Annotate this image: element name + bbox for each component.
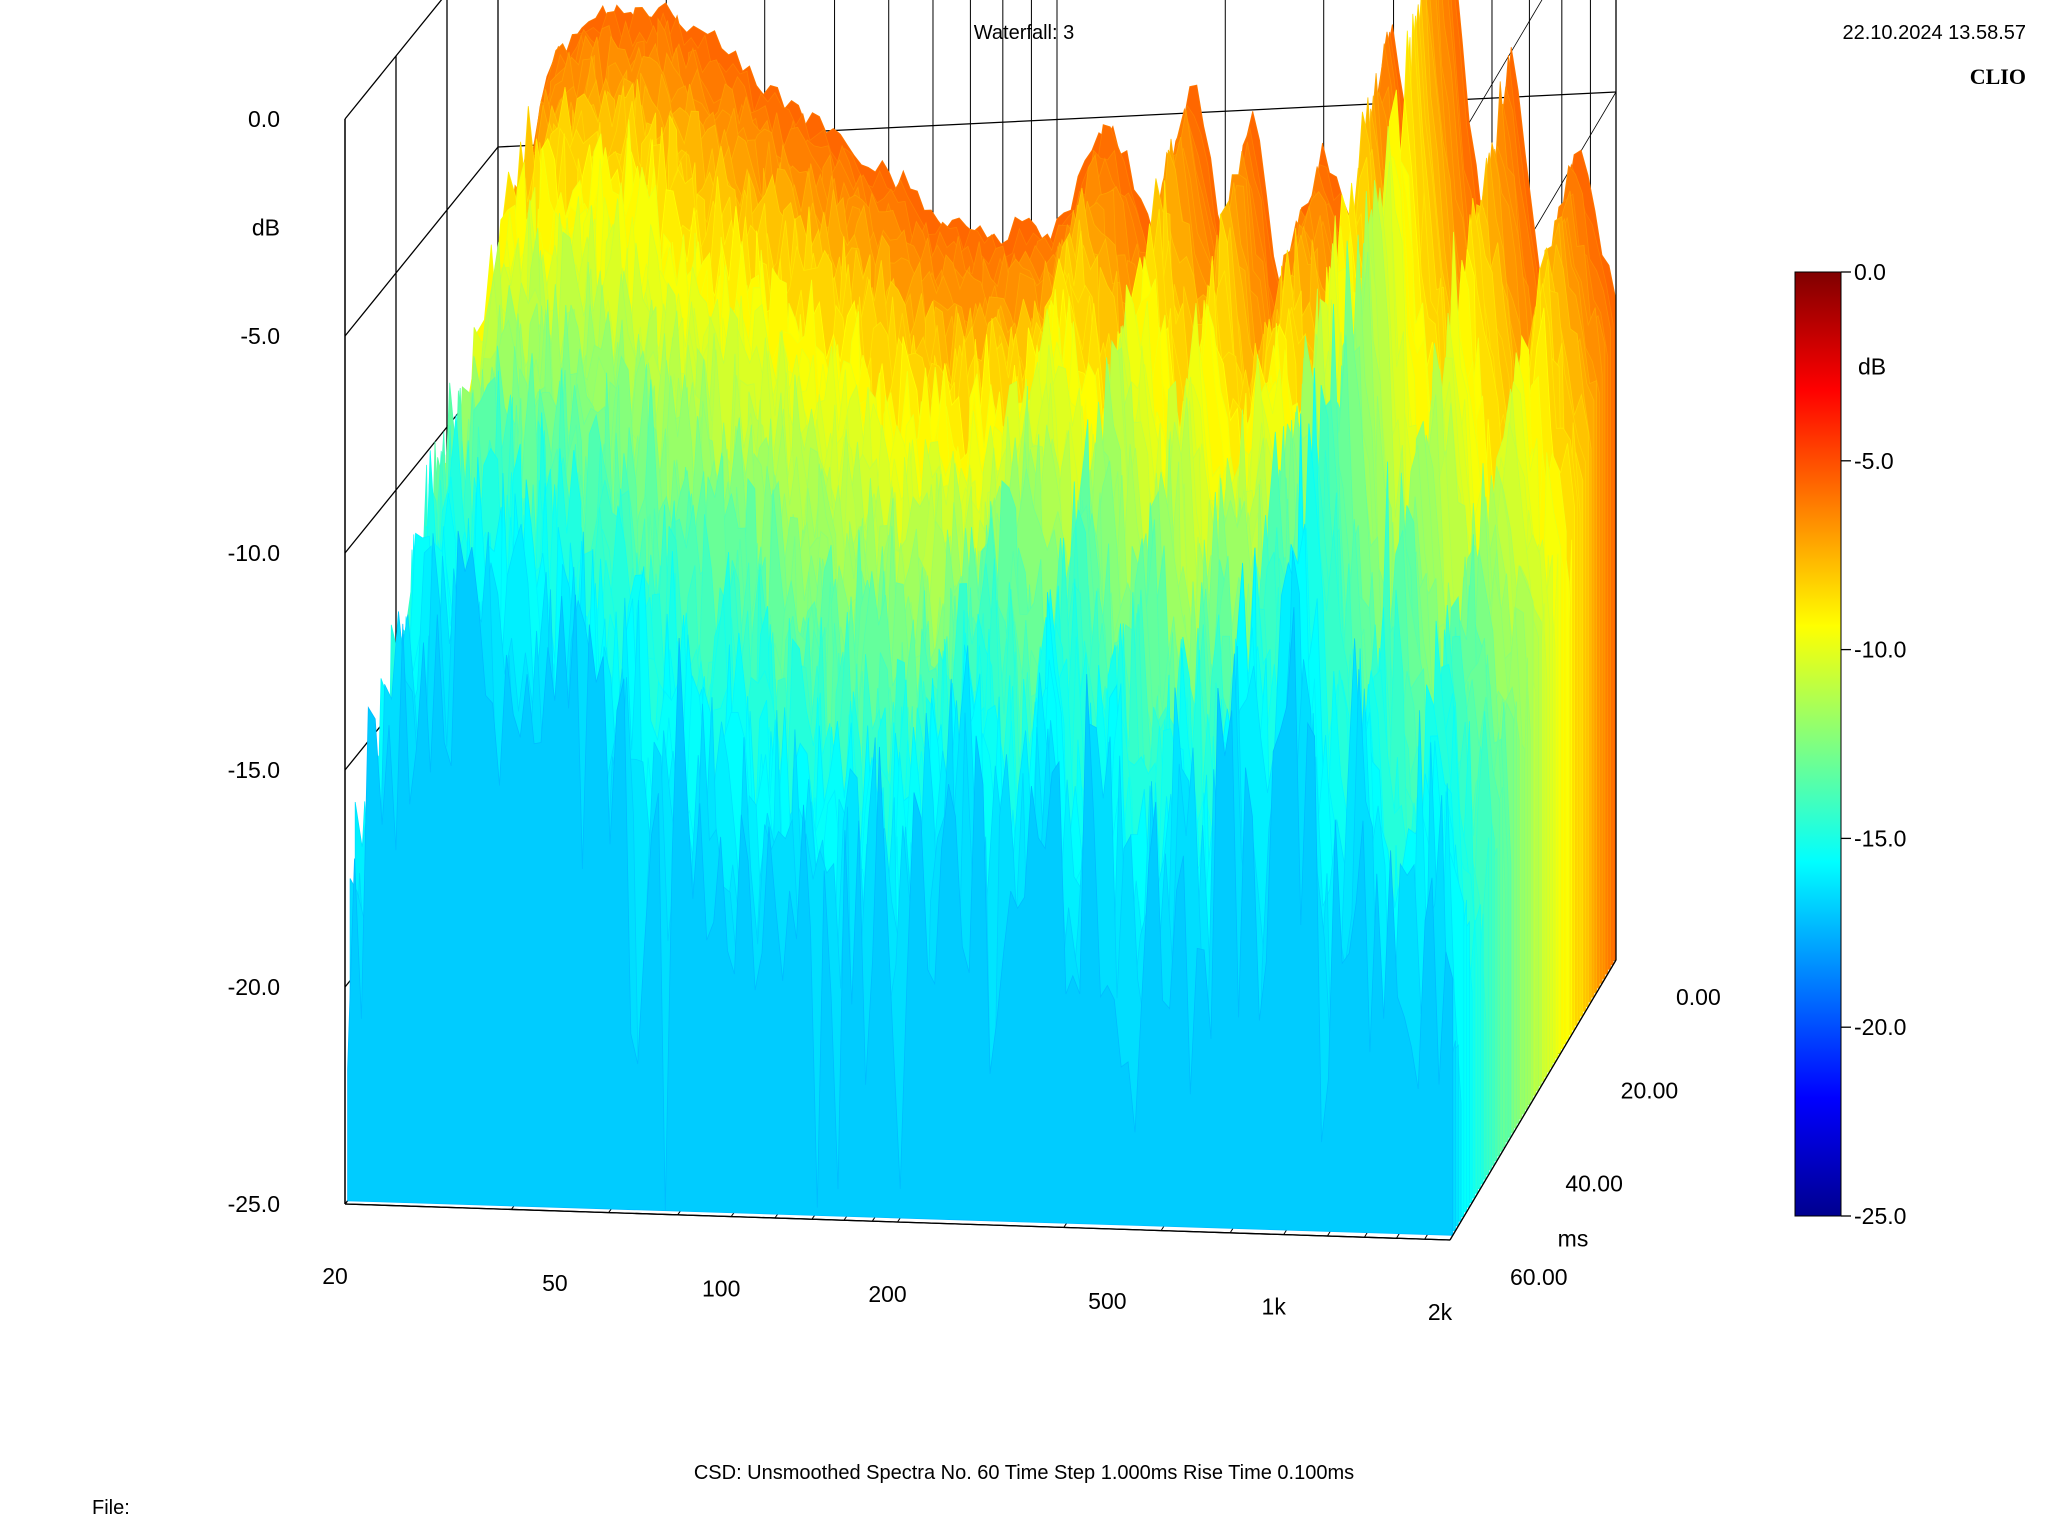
z-tick-label: 40.00: [1565, 1171, 1623, 1197]
z-tick-label: 0.00: [1676, 984, 1721, 1010]
colorbar-tick-label: -5.0: [1854, 448, 1894, 474]
z-tick-label: 60.00: [1510, 1264, 1568, 1290]
x-tick-label: 200: [868, 1281, 906, 1307]
colorbar-tick-label: -10.0: [1854, 637, 1906, 663]
x-tick-label: 50: [542, 1270, 568, 1296]
spectrum-slice: [347, 530, 1454, 1236]
waterfall-surface: [347, 0, 1617, 1236]
colorbar-gradient: [1794, 271, 1842, 1217]
measurement-info: CSD: Unsmoothed Spectra No. 60 Time Step…: [693, 1462, 1355, 1484]
y-tick-label: -10.0: [228, 540, 280, 566]
timestamp: 22.10.2024 13.58.57: [1842, 22, 2026, 44]
x-tick-label: 2k: [1428, 1299, 1453, 1325]
file-label: File:: [92, 1497, 130, 1519]
colorbar-tick-label: 0.0: [1854, 259, 1886, 285]
x-tick-label: 20: [322, 1263, 348, 1289]
colorbar-tick-label: -25.0: [1854, 1203, 1906, 1229]
x-tick-label: 100: [702, 1276, 740, 1302]
axis-labels: 0.0 -5.0 -10.0 -15.0 -20.0 -25.0 dB 20 50 100 200 5…: [228, 106, 1721, 1325]
y-tick-label: -25.0: [228, 1191, 280, 1217]
left-wall-db-line: [344, 0, 443, 120]
colorbar-tick-label: -15.0: [1854, 825, 1906, 851]
colorbar: 0.0 -5.0 -10.0 -15.0 -20.0 -25.0 dB: [1794, 259, 1906, 1229]
frame-edge: [344, 1203, 1451, 1241]
y-tick-label: -15.0: [228, 757, 280, 783]
z-axis-unit: ms: [1558, 1225, 1589, 1251]
y-axis-unit: dB: [252, 215, 280, 241]
frame-edge: [1449, 959, 1617, 1241]
axis-frame-front: [344, 0, 1617, 1241]
y-tick-label: -20.0: [228, 974, 280, 1000]
x-tick-label: 500: [1088, 1288, 1126, 1314]
right-wall-db-line: [1449, 0, 1543, 156]
y-tick-label: -5.0: [240, 323, 280, 349]
x-tick-label: 1k: [1262, 1294, 1287, 1320]
left-wall-db-line: [344, 146, 499, 337]
brand-logo: CLIO: [1969, 64, 2026, 89]
colorbar-unit: dB: [1858, 353, 1886, 379]
colorbar-tick-label: -20.0: [1854, 1014, 1906, 1040]
y-tick-label: 0.0: [248, 106, 280, 132]
chart-title: Waterfall: 3: [973, 22, 1075, 44]
z-tick-label: 20.00: [1621, 1077, 1679, 1103]
